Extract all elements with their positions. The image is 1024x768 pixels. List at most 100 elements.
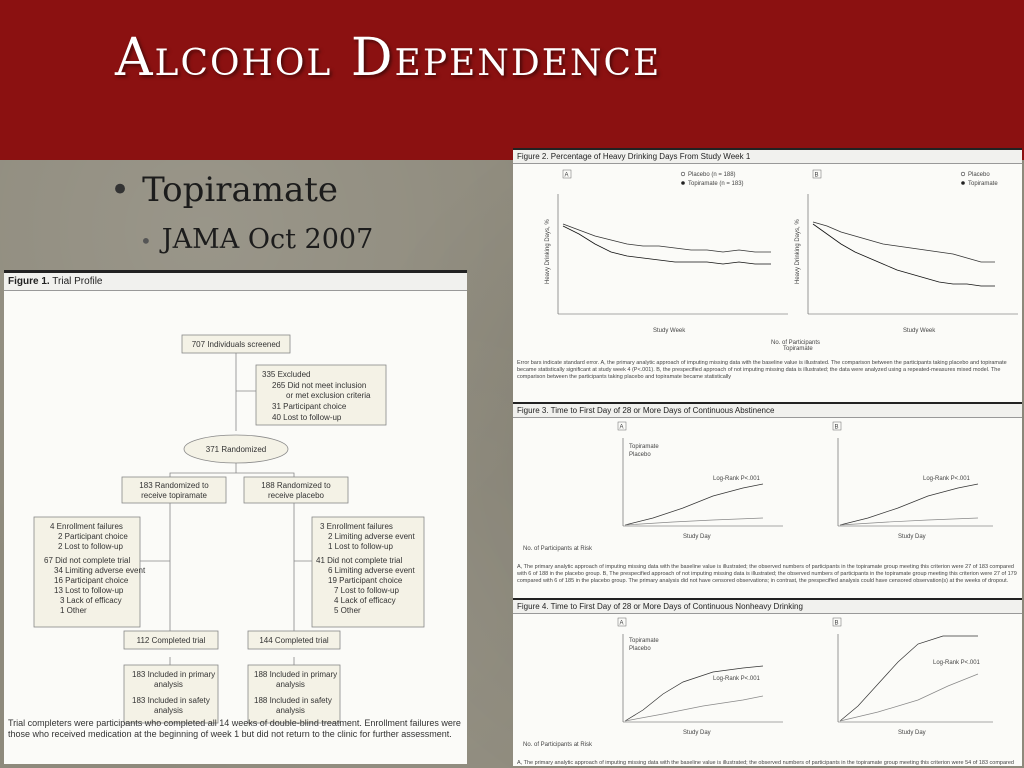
legend-placebo-label: Placebo: [629, 646, 651, 652]
panel-b-box: [832, 617, 842, 627]
dropout-line: 2 Limiting adverse event: [328, 532, 415, 541]
dropout-line: 2 Lost to follow-up: [58, 542, 123, 551]
legend-topiramate-label: Topiramate: [968, 181, 998, 187]
participants-row-label: Topiramate: [783, 346, 813, 352]
topiramate-completed-box: [123, 630, 219, 650]
figure-1-label: Figure 1.: [8, 276, 50, 287]
panel-b-label: B: [815, 173, 819, 179]
panel-b-label: B: [835, 425, 839, 431]
logrank-label: Log-Rank P<.001: [933, 660, 981, 666]
excluded-line: 335 Excluded: [262, 370, 310, 379]
topiramate-line: [562, 225, 771, 265]
analysis-line: analysis: [154, 706, 183, 715]
legend-topiramate-label: Topiramate: [629, 444, 659, 450]
bullet-dot-icon: •: [110, 170, 131, 210]
figure-1-trial-profile: Figure 1. Trial Profile 707 Individuals …: [4, 270, 467, 764]
legend-topiramate-marker: [681, 181, 685, 185]
figure-1-title: Trial Profile: [49, 276, 103, 287]
placebo-curve: [839, 673, 979, 722]
slide-title: Alcohol Dependence: [115, 28, 662, 88]
connector: [169, 657, 295, 665]
placebo-curve: [839, 517, 979, 526]
logrank-label: Log-Rank P<.001: [713, 676, 761, 682]
title-banner: [0, 0, 1024, 160]
legend-topiramate-label: Topiramate: [629, 638, 659, 644]
dropout-line: 4 Lack of efficacy: [334, 596, 396, 605]
trial-profile-diagram: 707 Individuals screened 335 Excluded 26…: [33, 334, 425, 724]
topiramate-curve: [839, 635, 978, 722]
connector: [169, 463, 295, 477]
placebo-completed-box: [247, 630, 341, 650]
analysis-line: 188 Included in safety: [254, 696, 332, 705]
topiramate-analysis-box: [123, 664, 219, 724]
panel-a-box: [562, 169, 572, 179]
panel-a-label: A: [620, 425, 624, 431]
panel-a-label: A: [565, 173, 569, 179]
figure-3-notes: A, The primary analytic approach of impu…: [517, 564, 1017, 584]
arm-text: receive placebo: [268, 491, 325, 500]
bullet-level-2: • JAMA Oct 2007: [140, 224, 373, 255]
analysis-line: analysis: [154, 680, 183, 689]
figure-2-charts: A Placebo (n = 188) Topiramate (n = 183)…: [545, 169, 1018, 352]
at-risk-label: No. of Participants at Risk: [523, 742, 593, 748]
bullet-text: Topiramate: [142, 170, 339, 210]
excluded-line: or met exclusion criteria: [286, 391, 371, 400]
legend-placebo-label: Placebo (n = 188): [688, 172, 736, 178]
bullet-dot-icon: •: [140, 228, 152, 253]
participants-label: No. of Participants: [771, 340, 820, 346]
legend-placebo-label: Placebo: [629, 452, 651, 458]
randomized-text: 371 Randomized: [206, 445, 266, 454]
panel-b-box: [832, 421, 842, 431]
topiramate-curve: [624, 483, 764, 526]
dropout-line: 1 Other: [60, 606, 87, 615]
topiramate-curve: [839, 483, 979, 526]
legend-topiramate-label: Topiramate (n = 183): [688, 181, 744, 187]
dropout-line: 16 Participant choice: [54, 576, 129, 585]
dropout-line: 6 Limiting adverse event: [328, 566, 415, 575]
placebo-dropouts-box: [311, 516, 425, 628]
panel-b-label: B: [835, 621, 839, 627]
arm-text: 188 Randomized to: [261, 481, 331, 490]
placebo-arm-box: [243, 476, 349, 504]
axis-x-label: Study Week: [653, 328, 686, 334]
axis-y-label: Heavy Drinking Days, %: [545, 219, 551, 284]
dropout-line: 5 Other: [334, 606, 361, 615]
figure-3-charts: A Topiramate Placebo Log-Rank P<.001 Stu…: [523, 421, 993, 552]
axis-x-label: Study Week: [903, 328, 936, 334]
dropout-line: 3 Lack of efficacy: [60, 596, 122, 605]
topiramate-dropouts-box: [33, 516, 141, 628]
placebo-analysis-box: [247, 664, 341, 724]
dropout-line: 34 Limiting adverse event: [54, 566, 146, 575]
legend-placebo-marker: [680, 171, 686, 177]
arm-text: 183 Randomized to: [139, 481, 209, 490]
figure-2-title: Figure 2. Percentage of Heavy Drinking D…: [513, 148, 1022, 164]
figures-2-3-4-panel: Figure 2. Percentage of Heavy Drinking D…: [513, 148, 1022, 766]
dropout-line: 1 Lost to follow-up: [328, 542, 393, 551]
legend-placebo-label: Placebo: [968, 172, 990, 178]
panel-a-box: [617, 617, 627, 627]
completed-text: 112 Completed trial: [137, 636, 206, 645]
dropout-line: 2 Participant choice: [58, 532, 128, 541]
panel-b-box: [812, 169, 822, 179]
connector: [169, 503, 295, 631]
panel-a-box: [617, 421, 627, 431]
panel-a-label: A: [620, 621, 624, 627]
dropout-line: 4 Enrollment failures: [50, 522, 123, 531]
completed-text: 144 Completed trial: [259, 636, 329, 645]
topiramate-curve: [624, 665, 764, 722]
randomized-ellipse: [183, 434, 289, 464]
at-risk-label: No. of Participants at Risk: [523, 546, 593, 552]
placebo-line: [562, 223, 771, 253]
analysis-line: 188 Included in primary: [254, 670, 337, 679]
screened-box: [181, 334, 291, 354]
dropout-line: 3 Enrollment failures: [320, 522, 393, 531]
dropout-line: 41 Did not complete trial: [316, 556, 402, 565]
placebo-curve: [624, 517, 764, 526]
figure-3-title: Figure 3. Time to First Day of 28 or Mor…: [513, 402, 1022, 418]
analysis-line: analysis: [276, 680, 305, 689]
figure-2-notes: Error bars indicate standard error. A, t…: [517, 360, 1007, 380]
analysis-line: 183 Included in safety: [132, 696, 210, 705]
axis-x-label: Study Day: [683, 730, 711, 736]
screened-text: 707 Individuals screened: [192, 340, 281, 349]
arm-text: receive topiramate: [141, 491, 207, 500]
